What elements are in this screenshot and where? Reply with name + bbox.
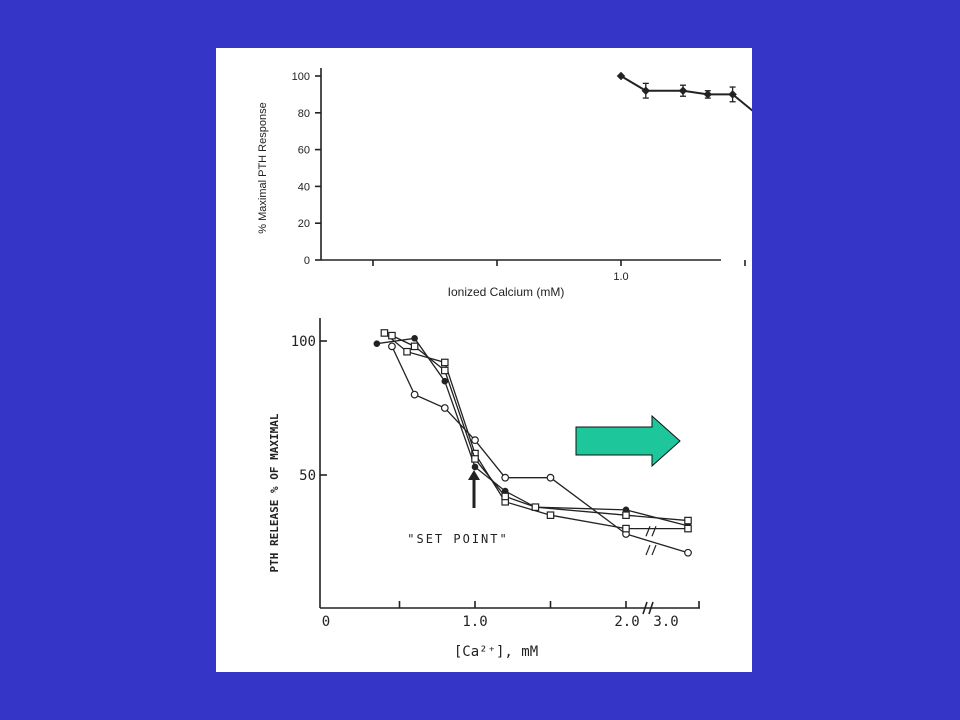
bottom-data-point — [471, 455, 479, 463]
bottom-y-tick-label: 50 — [299, 468, 316, 484]
series-break-mark — [645, 544, 651, 556]
bottom-data-point — [501, 492, 510, 501]
axis-break-mark — [642, 601, 648, 615]
right-arrow-icon — [575, 414, 681, 468]
top-x-label: Ionized Calcium (mM) — [448, 285, 565, 299]
top-x-tick-label: 1.0 — [613, 271, 628, 283]
bottom-data-point — [546, 473, 555, 482]
top-y-tick-label: 20 — [298, 218, 310, 230]
bottom-data-point — [441, 366, 449, 375]
axis-break-mark — [648, 601, 654, 615]
bottom-x-tick-label: 0 — [322, 614, 330, 630]
top-y-label: % Maximal PTH Response — [257, 102, 269, 233]
top-series-line — [620, 75, 752, 112]
bottom-y-label: PTH RELEASE % OF MAXIMAL — [268, 413, 281, 572]
bottom-data-point — [388, 342, 396, 351]
bottom-data-point — [684, 524, 692, 533]
series-break-mark — [651, 544, 657, 556]
bottom-data-point — [622, 511, 630, 520]
top-y-tick-label: 0 — [304, 255, 310, 267]
bottom-data-point — [373, 340, 381, 347]
bottom-y-tick-label: 100 — [291, 334, 316, 350]
bottom-data-point — [441, 358, 449, 367]
bottom-data-point — [501, 473, 510, 482]
top-y-tick-label: 80 — [298, 108, 310, 120]
bottom-data-point — [410, 390, 419, 399]
top-data-point — [616, 71, 626, 81]
series-break-mark — [651, 526, 657, 537]
bottom-data-point — [403, 347, 411, 356]
series-break-mark — [645, 526, 651, 537]
top-y-tick-label: 40 — [298, 181, 310, 193]
bottom-data-point — [388, 331, 396, 340]
top-data-point — [678, 86, 688, 95]
bottom-series-line — [376, 337, 689, 527]
bottom-x-tick-label: 2.0 — [614, 614, 639, 630]
bottom-data-point — [440, 404, 449, 412]
bottom-data-point — [471, 463, 479, 471]
bottom-data-point — [684, 516, 692, 525]
bottom-data-point — [546, 511, 555, 520]
bottom-x-tick-label: 1.0 — [462, 614, 487, 630]
bottom-data-point — [410, 342, 419, 351]
set-point-label: "SET POINT" — [407, 532, 508, 546]
top-data-point — [641, 86, 651, 95]
bottom-data-point — [622, 524, 630, 533]
top-y-tick-label: 60 — [298, 145, 310, 157]
top-y-tick-label: 100 — [292, 71, 310, 83]
top-data-point — [703, 90, 713, 99]
bottom-data-point — [531, 503, 540, 511]
bottom-series-line — [391, 335, 689, 522]
set-point-arrowhead — [468, 470, 480, 480]
bottom-data-point — [684, 548, 692, 557]
bottom-data-point — [411, 335, 418, 342]
bottom-data-point — [380, 329, 389, 337]
bottom-x-label: [Ca²⁺], mM — [454, 644, 538, 660]
bottom-data-point — [471, 436, 479, 445]
bottom-series-line — [391, 346, 689, 554]
bottom-data-point — [441, 377, 449, 385]
bottom-x-tick-label: 3.0 — [653, 614, 678, 630]
